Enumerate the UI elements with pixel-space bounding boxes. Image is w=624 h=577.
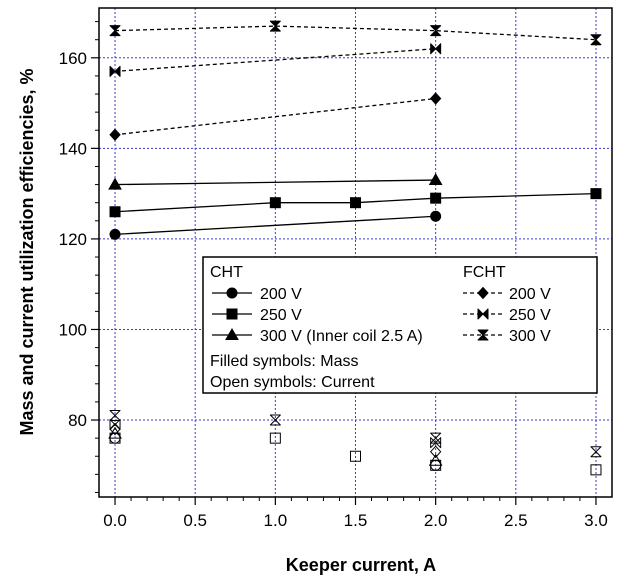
data-point-mass: [430, 25, 442, 37]
series-line: [115, 179, 436, 186]
legend-marker: [225, 327, 239, 340]
legend-note-filled: Filled symbols: Mass: [210, 353, 358, 370]
data-point-mass: [109, 128, 121, 142]
legend-marker: [477, 308, 489, 320]
data-point-mass: [350, 197, 361, 209]
legend-marker: [226, 308, 238, 320]
data-point-current: [430, 437, 442, 449]
legend-label: 250 V: [260, 307, 302, 324]
data-point-mass: [430, 43, 442, 55]
legend-marker: [226, 287, 238, 299]
series-line: [115, 25, 597, 41]
y-tick-label: 120: [59, 230, 87, 249]
x-tick-label: 0.5: [183, 511, 207, 530]
data-point-current: [429, 445, 442, 458]
series-11: [109, 410, 602, 458]
data-point-mass: [430, 192, 442, 204]
x-tick-label: 1.0: [264, 511, 288, 530]
series-line: [114, 215, 436, 236]
x-tick-label: 1.5: [344, 511, 368, 530]
data-point-current: [269, 432, 281, 444]
y-tick-label: 140: [59, 139, 87, 158]
series-1: [109, 188, 602, 218]
axis-ticks: 0.0 0.5 1.0 1.5 2.0 2.5 3.0 80 100 120 140 160: [59, 21, 608, 530]
series-3: [109, 92, 442, 142]
data-point-current: [350, 450, 361, 462]
y-tick-label: 100: [59, 320, 87, 339]
legend-marker: [477, 286, 489, 300]
y-axis-label: Mass and current utilization efficiencie…: [17, 68, 37, 435]
data-point-mass: [590, 34, 602, 46]
x-tick-label: 2.5: [504, 511, 528, 530]
x-tick-label: 3.0: [584, 511, 608, 530]
data-point-mass: [109, 65, 121, 77]
series-0: [109, 210, 442, 240]
x-tick-label: 2.0: [424, 511, 448, 530]
data-point-current: [428, 453, 443, 466]
data-point-mass: [108, 177, 122, 190]
y-tick-label: 80: [68, 411, 87, 430]
legend-label: 200 V: [260, 286, 302, 303]
x-axis-label: Keeper current, A: [286, 555, 436, 575]
data-point-mass: [429, 92, 442, 105]
x-tick-label: 0.0: [103, 511, 127, 530]
series-2: [108, 173, 443, 190]
legend-label: 250 V: [509, 307, 551, 324]
legend-label: 200 V: [509, 286, 551, 303]
data-point-mass: [109, 206, 121, 218]
legend-entries: 200 V 250 V 300 V (Inner coil 2.5 A) 200 V 2…: [212, 286, 551, 345]
data-point-current: [590, 464, 602, 476]
grid: [99, 8, 612, 497]
series-line: [114, 97, 436, 136]
data-point-current: [109, 419, 121, 431]
series-layer: [108, 20, 602, 476]
series-line: [114, 48, 436, 73]
data-point-current: [108, 426, 122, 439]
data-point-current: [590, 446, 602, 458]
series-4: [109, 43, 442, 77]
data-point-current: [430, 432, 442, 444]
data-point-mass: [428, 173, 443, 186]
data-point-mass: [590, 188, 602, 200]
data-point-current: [109, 410, 121, 421]
data-point-mass: [109, 228, 121, 240]
series-10: [109, 419, 442, 449]
data-point-mass: [269, 20, 281, 32]
data-point-mass: [269, 197, 281, 209]
legend-group-fcht: FCHT: [463, 264, 506, 281]
data-point-mass: [109, 25, 121, 37]
data-point-mass: [430, 210, 442, 222]
y-tick-label: 160: [59, 49, 87, 68]
series-8: [108, 426, 443, 466]
data-point-current: [269, 414, 281, 426]
legend-label: 300 V (Inner coil 2.5 A): [260, 328, 423, 345]
legend-marker: [477, 329, 489, 341]
legend-group-cht: CHT: [210, 264, 243, 281]
series-5: [109, 20, 602, 46]
legend: CHT FCHT 200 V 250 V 300 V (Inner coil 2.5…: [202, 256, 598, 394]
legend-label: 300 V: [509, 328, 551, 345]
legend-box: [202, 256, 598, 394]
legend-note-open: Open symbols: Current: [210, 374, 375, 391]
